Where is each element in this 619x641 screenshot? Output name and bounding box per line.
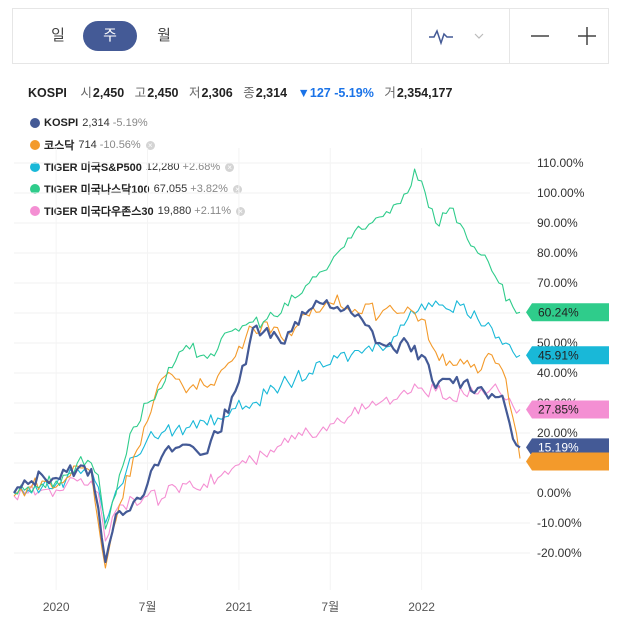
volume-label: 거 — [384, 86, 396, 100]
end-value-tag: 45.91% — [526, 346, 609, 365]
remove-icon[interactable]: × — [232, 184, 242, 194]
series-line — [13, 299, 521, 564]
y-tick-label: 10.00% — [537, 456, 578, 470]
y-tick-label: 90.00% — [537, 216, 578, 230]
legend-dot — [30, 184, 40, 194]
toolbar-divider — [411, 9, 412, 63]
period-tab-week[interactable]: 주 — [83, 21, 137, 51]
legend-value: 12,280 — [145, 161, 180, 173]
series-line — [13, 168, 521, 530]
legend-name: 코스닥 — [44, 140, 75, 152]
x-tick-label: 2020 — [43, 600, 70, 614]
chart-toolbar: 일 주 월 — [12, 8, 609, 64]
chevron-down-icon[interactable] — [471, 23, 487, 49]
x-axis-labels: 2020 7월 2021 7월 2022 — [43, 600, 435, 614]
y-tick-label: -10.00% — [537, 516, 582, 530]
legend-value: 19,880 — [157, 205, 192, 217]
y-tick-label: 70.00% — [537, 276, 578, 290]
legend-change: +2.68% — [182, 161, 221, 173]
change-value: ▼127 -5.19% — [297, 86, 374, 100]
end-value-tag: 15.19% — [526, 438, 609, 457]
end-value-tag-shape — [526, 303, 609, 322]
y-axis-labels: -20.00% -10.00% 0.00% 10.00% 20.00% 30.00% 40.… — [537, 156, 585, 560]
period-tab-month[interactable]: 월 — [157, 27, 171, 44]
legend-item-kosdaq: 코스닥 714 -10.56% × — [30, 134, 245, 156]
end-value-tag-shape — [526, 400, 609, 419]
legend-change: +3.82% — [190, 183, 228, 195]
x-tick-label: 7월 — [139, 600, 157, 614]
close-label: 종 — [243, 86, 255, 100]
end-value-tags: 60.24% 45.91% 27.85% 15.19% — [526, 303, 609, 471]
end-value-tag — [526, 452, 609, 471]
legend-name: KOSPI — [44, 117, 79, 129]
y-tick-label: 100.00% — [537, 186, 585, 200]
legend-item-kospi: KOSPI 2,314 -5.19% — [30, 112, 245, 134]
legend-dot — [30, 206, 40, 216]
legend-name: TIGER 미국다우존스30 — [44, 206, 154, 218]
line-chart-icon[interactable] — [427, 23, 455, 49]
legend-item-dow30: TIGER 미국다우존스30 19,880 +2.11% × — [30, 200, 246, 222]
legend-value: 714 — [78, 139, 97, 151]
end-value-tag-label: 45.91% — [538, 348, 579, 362]
legend-name: TIGER 미국S&P500 — [44, 162, 142, 174]
end-value-tag-label: 15.19% — [538, 440, 579, 454]
remove-icon[interactable]: × — [225, 162, 235, 172]
quote-name: KOSPI — [28, 86, 67, 100]
legend-item-nasdaq100: TIGER 미국나스닥100 67,055 +3.82% × — [30, 178, 245, 200]
x-tick-label: 2021 — [226, 600, 253, 614]
end-value-tag-shape — [526, 452, 609, 471]
y-tick-label: -20.00% — [537, 546, 582, 560]
close-value: 2,314 — [255, 86, 288, 100]
end-value-tag-shape — [526, 438, 609, 457]
series-line — [13, 300, 521, 524]
series-line — [13, 383, 521, 542]
legend-value: 2,314 — [82, 117, 110, 129]
end-value-tag-label: 27.85% — [538, 402, 579, 416]
x-tick-label: 7월 — [321, 600, 339, 614]
chart-series — [13, 168, 521, 569]
y-tick-label: 50.00% — [537, 336, 578, 350]
y-tick-label: 110.00% — [537, 156, 584, 170]
y-tick-label: 80.00% — [537, 246, 578, 260]
high-label: 고 — [134, 86, 147, 100]
legend-change: -5.19% — [112, 117, 148, 129]
legend-dot — [30, 140, 40, 150]
end-value-tag: 60.24% — [526, 303, 609, 322]
legend-dot — [30, 118, 40, 128]
legend: KOSPI 2,314 -5.19% 코스닥 714 -10.56% × TIG… — [30, 112, 246, 222]
toolbar-divider — [509, 9, 510, 63]
open-value: 2,450 — [92, 86, 125, 100]
end-value-tag-label: 60.24% — [538, 305, 579, 319]
period-tab-day[interactable]: 일 — [51, 27, 65, 44]
open-label: 시 — [80, 86, 92, 100]
legend-change: +2.11% — [194, 205, 232, 217]
legend-dot — [30, 162, 40, 172]
x-tick-label: 2022 — [408, 600, 435, 614]
remove-icon[interactable]: × — [145, 140, 155, 150]
low-label: 저 — [188, 86, 201, 100]
end-value-tag: 27.85% — [526, 400, 609, 419]
quote-info: KOSPI 시2,450 고2,450 저2,306 종2,314 ▼127 -… — [28, 82, 459, 101]
legend-name: TIGER 미국나스닥100 — [44, 184, 150, 196]
volume-value: 2,354,177 — [396, 86, 453, 100]
end-value-tag-shape — [526, 346, 609, 365]
y-tick-label: 40.00% — [537, 366, 578, 380]
minus-icon[interactable] — [526, 23, 554, 49]
y-tick-label: 20.00% — [537, 426, 578, 440]
plus-icon[interactable] — [573, 23, 601, 49]
y-tick-label: 30.00% — [537, 396, 578, 410]
remove-icon[interactable]: × — [236, 206, 246, 216]
series-line — [13, 294, 521, 569]
high-value: 2,450 — [147, 86, 179, 100]
low-value: 2,306 — [201, 86, 233, 100]
y-tick-label: 0.00% — [537, 486, 571, 500]
legend-item-sp500: TIGER 미국S&P500 12,280 +2.68% × — [30, 156, 245, 178]
y-tick-label: 60.00% — [537, 306, 578, 320]
legend-value: 67,055 — [153, 183, 188, 195]
legend-change: -10.56% — [99, 139, 141, 151]
